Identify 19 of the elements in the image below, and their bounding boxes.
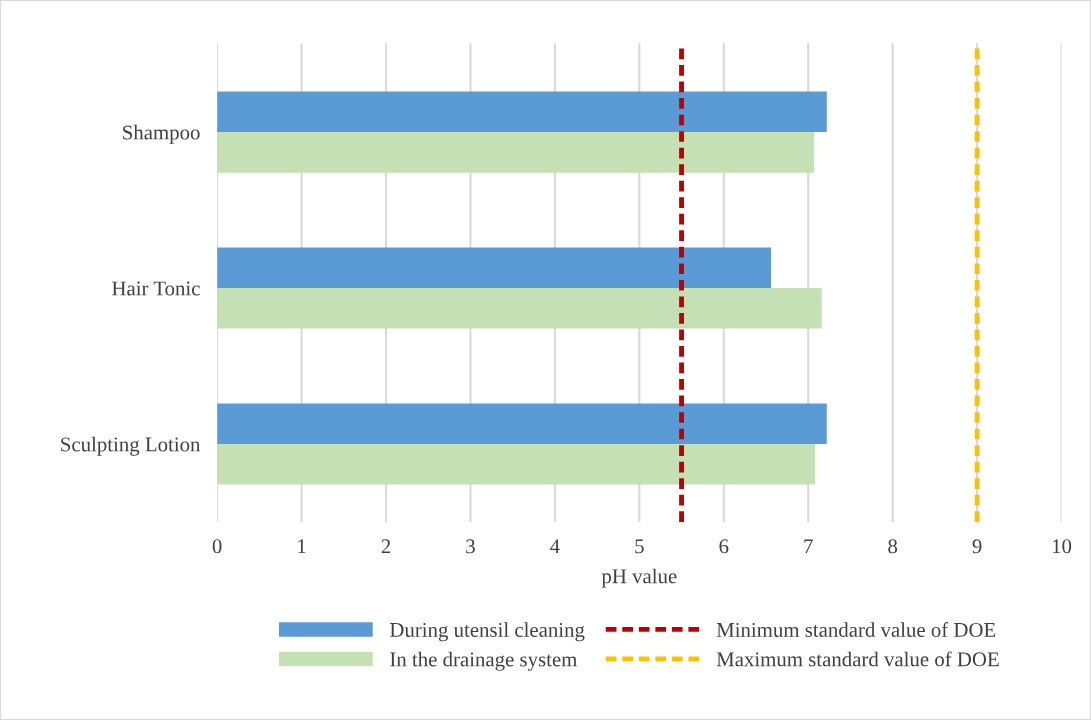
x-tick-label: 0 <box>212 539 222 554</box>
x-axis-title: pH value <box>601 568 677 588</box>
legend-label: During utensil cleaning <box>389 622 585 642</box>
x-tick-label: 4 <box>550 539 560 554</box>
legend-label: Minimum standard value of DOE <box>716 622 996 637</box>
legend-label: Maximum standard value of DOE <box>716 651 999 667</box>
x-tick-label: 2 <box>381 539 391 554</box>
x-tick-label: 8 <box>888 539 898 554</box>
x-tick-label: 6 <box>719 539 729 554</box>
x-tick-label: 5 <box>635 539 644 554</box>
x-tick-label: 1 <box>298 539 306 554</box>
y-tick-label: Hair Tonic <box>112 281 200 296</box>
y-tick-label: Sculpting Lotion <box>61 436 201 456</box>
x-tick-label: 9 <box>972 539 982 554</box>
legend-label: In the drainage system <box>390 651 578 671</box>
y-tick-label: Shampoo <box>123 124 200 144</box>
x-tick-label: 7 <box>804 539 813 554</box>
x-tick-label: 10 <box>1052 539 1072 554</box>
x-tick-label: 3 <box>466 539 475 554</box>
